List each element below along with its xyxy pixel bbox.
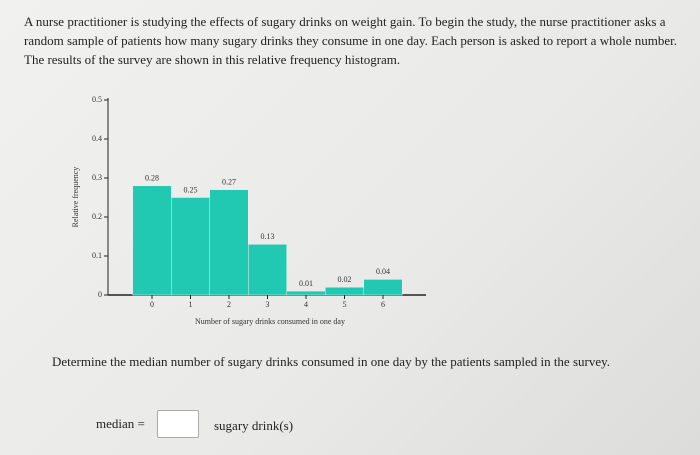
- y-tick-label: 0.2: [92, 212, 102, 221]
- y-tick-label: 0.3: [92, 173, 102, 182]
- bar: [363, 279, 403, 296]
- data-label: 0.25: [184, 185, 198, 194]
- data-label: 0.28: [145, 174, 159, 183]
- intro-text: A nurse practitioner is studying the eff…: [24, 14, 677, 67]
- x-axis-label: Number of sugary drinks consumed in one …: [195, 317, 345, 326]
- y-tick-label: 0.5: [92, 95, 102, 104]
- question-text: Determine the median number of sugary dr…: [52, 354, 611, 369]
- x-tick-label: 0: [150, 300, 154, 309]
- answer-input[interactable]: [157, 410, 199, 438]
- x-tick-label: 1: [189, 300, 193, 309]
- bar: [248, 244, 287, 296]
- x-tick-label: 4: [304, 300, 308, 309]
- x-tick-label: 5: [343, 300, 347, 309]
- x-tick-label: 2: [227, 300, 231, 309]
- bar: [286, 290, 326, 296]
- x-tick-label: 6: [381, 300, 385, 309]
- x-tick-label: 3: [266, 300, 270, 309]
- bar: [171, 197, 210, 296]
- y-axis-label: Relative frequency: [71, 167, 80, 228]
- data-label: 0.01: [299, 279, 313, 288]
- answer-label: median =: [96, 416, 145, 431]
- data-label: 0.02: [338, 275, 352, 284]
- bar: [325, 286, 364, 296]
- answer-unit: sugary drink(s): [214, 418, 294, 433]
- data-label: 0.04: [376, 267, 390, 276]
- y-tick-label: 0: [98, 290, 102, 299]
- y-tick-label: 0.1: [92, 251, 102, 260]
- data-label: 0.27: [222, 178, 236, 187]
- bar: [209, 189, 249, 296]
- bar: [132, 185, 172, 296]
- y-tick-label: 0.4: [92, 134, 102, 143]
- data-label: 0.13: [261, 232, 275, 241]
